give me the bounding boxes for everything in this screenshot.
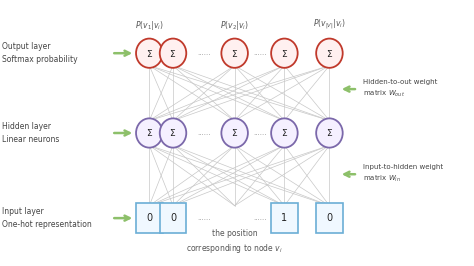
Text: 1: 1 bbox=[282, 213, 287, 223]
Text: 0: 0 bbox=[170, 213, 176, 223]
Text: $P(v_1|v_i)$: $P(v_1|v_i)$ bbox=[135, 19, 164, 32]
Ellipse shape bbox=[271, 118, 298, 148]
FancyBboxPatch shape bbox=[160, 203, 186, 233]
Text: $\Sigma$: $\Sigma$ bbox=[146, 127, 153, 139]
Text: ......: ...... bbox=[253, 50, 266, 56]
Ellipse shape bbox=[271, 39, 298, 68]
Text: Hidden-to-out weight
matrix $W_{out}$: Hidden-to-out weight matrix $W_{out}$ bbox=[363, 79, 437, 99]
Ellipse shape bbox=[221, 39, 248, 68]
Text: $P(v_2|v_i)$: $P(v_2|v_i)$ bbox=[220, 19, 249, 32]
Text: Hidden layer
Linear neurons: Hidden layer Linear neurons bbox=[2, 122, 60, 144]
Ellipse shape bbox=[136, 39, 163, 68]
Text: ......: ...... bbox=[197, 50, 210, 56]
Text: ......: ...... bbox=[253, 130, 266, 136]
Text: $\Sigma$: $\Sigma$ bbox=[281, 48, 288, 59]
FancyBboxPatch shape bbox=[271, 203, 298, 233]
Text: ......: ...... bbox=[197, 130, 210, 136]
Text: Input layer
One-hot representation: Input layer One-hot representation bbox=[2, 207, 92, 229]
Ellipse shape bbox=[221, 118, 248, 148]
Text: $\Sigma$: $\Sigma$ bbox=[326, 48, 333, 59]
Text: $\Sigma$: $\Sigma$ bbox=[231, 48, 238, 59]
Ellipse shape bbox=[160, 118, 186, 148]
Text: ......: ...... bbox=[197, 215, 210, 221]
Text: 0: 0 bbox=[327, 213, 332, 223]
Text: $\Sigma$: $\Sigma$ bbox=[146, 48, 153, 59]
Text: $\Sigma$: $\Sigma$ bbox=[281, 127, 288, 139]
Ellipse shape bbox=[136, 118, 163, 148]
FancyBboxPatch shape bbox=[316, 203, 343, 233]
Text: Input-to-hidden weight
matrix $W_{in}$: Input-to-hidden weight matrix $W_{in}$ bbox=[363, 164, 443, 184]
Text: 0: 0 bbox=[146, 213, 152, 223]
Text: $\Sigma$: $\Sigma$ bbox=[170, 48, 176, 59]
Text: ......: ...... bbox=[253, 215, 266, 221]
Ellipse shape bbox=[316, 118, 343, 148]
Text: the position
corresponding to node $v_i$: the position corresponding to node $v_i$ bbox=[186, 229, 283, 255]
Ellipse shape bbox=[316, 39, 343, 68]
Text: $\Sigma$: $\Sigma$ bbox=[231, 127, 238, 139]
FancyBboxPatch shape bbox=[136, 203, 163, 233]
Text: $\Sigma$: $\Sigma$ bbox=[170, 127, 176, 139]
Ellipse shape bbox=[160, 39, 186, 68]
Text: $P(v_{|V|}|v_i)$: $P(v_{|V|}|v_i)$ bbox=[313, 18, 346, 32]
Text: Output layer
Softmax probability: Output layer Softmax probability bbox=[2, 43, 78, 64]
Text: $\Sigma$: $\Sigma$ bbox=[326, 127, 333, 139]
